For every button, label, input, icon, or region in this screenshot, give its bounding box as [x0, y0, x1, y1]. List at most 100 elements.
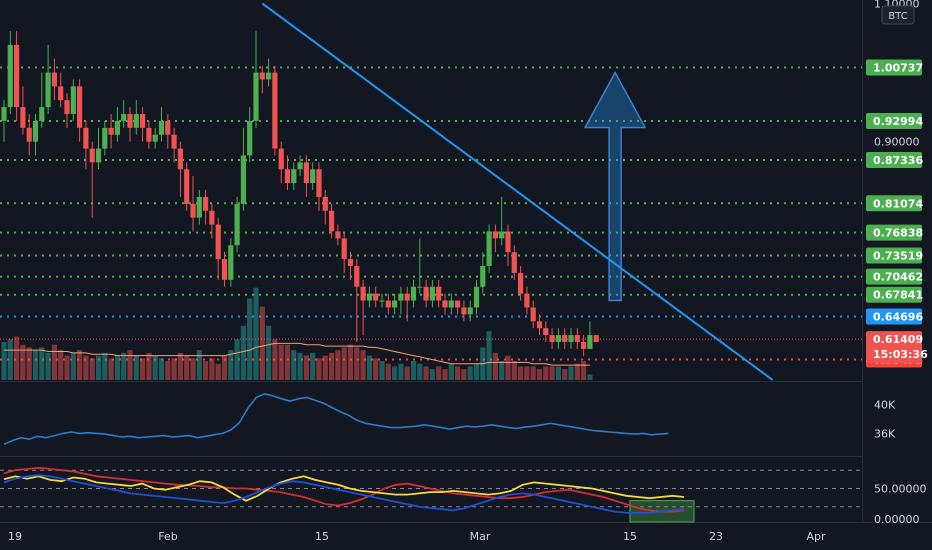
candle: [480, 266, 486, 287]
volume-bar: [215, 363, 221, 380]
candle: [26, 127, 32, 142]
volume-bar: [240, 325, 246, 380]
candle: [505, 231, 511, 253]
volume-bar: [555, 366, 561, 380]
candle: [543, 328, 549, 336]
volume-bar: [152, 355, 158, 380]
candle: [316, 169, 322, 197]
volume-bar: [89, 358, 95, 380]
candle: [467, 307, 473, 315]
candle: [341, 238, 347, 260]
y-tick-label: 50.00000: [874, 482, 927, 495]
volume-bar: [518, 366, 524, 380]
volume-bar: [429, 369, 435, 380]
candle: [152, 134, 158, 142]
candle: [1, 107, 7, 121]
level-price-badge: [866, 224, 922, 241]
volume-bar: [322, 355, 328, 380]
volume-bar: [392, 366, 398, 380]
oscillator-pane-1[interactable]: 40K 36K: [0, 392, 896, 457]
candle: [146, 127, 152, 142]
oscillator-2-line: [3, 474, 685, 514]
volume-bar: [83, 355, 89, 380]
x-tick-label: Feb: [158, 530, 177, 543]
candle: [303, 162, 309, 184]
candle: [410, 286, 417, 301]
volume-bar: [329, 352, 335, 380]
volume-bar: [455, 366, 461, 380]
candle: [158, 120, 165, 135]
candle: [310, 169, 316, 184]
volume-bar: [442, 369, 448, 380]
level-price-badge: [866, 308, 922, 325]
candle: [297, 162, 303, 170]
candle: [473, 286, 480, 308]
x-tick-label: Mar: [470, 530, 491, 543]
volume-bar: [347, 344, 354, 380]
volume-bar: [492, 352, 498, 380]
candle: [171, 134, 177, 149]
volume-bar: [574, 363, 580, 380]
level-price-badge: [866, 286, 922, 303]
level-price-badge: [866, 59, 922, 76]
volume-bar: [77, 350, 83, 380]
y-tick-label: 0.00000: [874, 513, 920, 526]
volume-bar: [140, 358, 146, 380]
candle: [385, 300, 391, 308]
candle: [499, 231, 505, 239]
oscillator-pane-2[interactable]: 50.00000 0.00000: [0, 466, 932, 526]
candle: [335, 231, 341, 239]
candle: [417, 286, 423, 288]
volume-pane: [1, 287, 593, 380]
volume-bar: [196, 350, 202, 380]
price-axis[interactable]: 1.10000 0.90000 BTC 1.00737 0.92994 0.87336 0.…: [862, 0, 929, 522]
candle: [221, 259, 228, 280]
candle: [240, 155, 246, 204]
level-price-label: 0.73519: [873, 250, 923, 263]
candle: [423, 286, 429, 301]
candle: [511, 252, 517, 273]
price-pane[interactable]: [0, 2, 862, 382]
volume-bar: [70, 352, 76, 380]
volume-bar: [297, 352, 303, 380]
candle: [95, 148, 102, 163]
level-price-badge: [866, 247, 922, 264]
time-axis[interactable]: 19 Feb 15 Mar 15 23 Apr: [8, 530, 826, 543]
candle: [518, 272, 524, 294]
candle: [291, 169, 297, 184]
candle: [347, 259, 354, 266]
level-price-label: 1.00737: [873, 61, 923, 74]
candle: [133, 114, 139, 128]
candle: [354, 266, 360, 287]
level-price-label: 0.81074: [873, 197, 923, 210]
candle: [228, 245, 234, 280]
x-tick-label: 15: [623, 530, 637, 543]
candle: [14, 44, 20, 108]
volume-bar: [303, 355, 309, 380]
candle: [32, 120, 39, 142]
candle: [102, 127, 108, 149]
candle: [215, 224, 221, 260]
volume-bar: [568, 366, 574, 380]
candle: [587, 335, 593, 349]
volume-bar: [158, 358, 165, 380]
candle: [530, 307, 536, 322]
oscillator-2-line: [3, 475, 685, 502]
candle: [259, 72, 265, 80]
volume-bar: [1, 342, 7, 380]
candle: [196, 196, 202, 218]
volume-bar: [121, 352, 127, 380]
volume-bar: [146, 352, 152, 380]
candle: [442, 300, 448, 308]
candle: [58, 86, 64, 101]
volume-bar: [20, 344, 26, 380]
candle: [45, 72, 51, 108]
candle: [284, 169, 291, 184]
volume-bar: [221, 355, 228, 380]
candle: [492, 231, 498, 239]
volume-bar: [133, 355, 139, 380]
level-price-label: 0.76838: [873, 227, 923, 240]
candle: [121, 114, 127, 121]
candle: [360, 286, 366, 301]
